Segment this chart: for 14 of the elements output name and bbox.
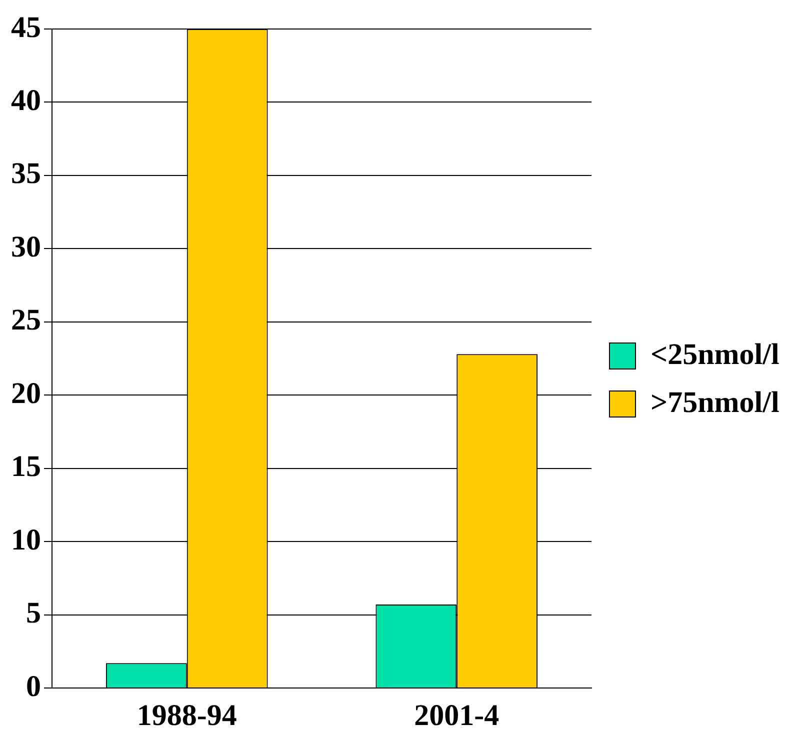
y-tick-label: 0 (26, 670, 41, 703)
y-tick-label: 15 (11, 450, 41, 484)
x-tick-label: 2001-4 (414, 698, 500, 732)
y-tick-label: 5 (26, 596, 41, 630)
y-tick-label: 35 (11, 157, 41, 190)
y-tick-label: 40 (11, 84, 41, 117)
legend-label: <25nmol/l (650, 338, 780, 371)
y-tick-label: 30 (11, 230, 41, 264)
y-tick-label: 20 (11, 376, 41, 410)
y-tick-label: 45 (11, 10, 41, 44)
x-tick-label: 1988-94 (136, 698, 237, 732)
y-tick-label: 10 (11, 523, 41, 556)
legend-label: >75nmol/l (650, 386, 780, 419)
y-tick-label: 25 (11, 304, 41, 337)
